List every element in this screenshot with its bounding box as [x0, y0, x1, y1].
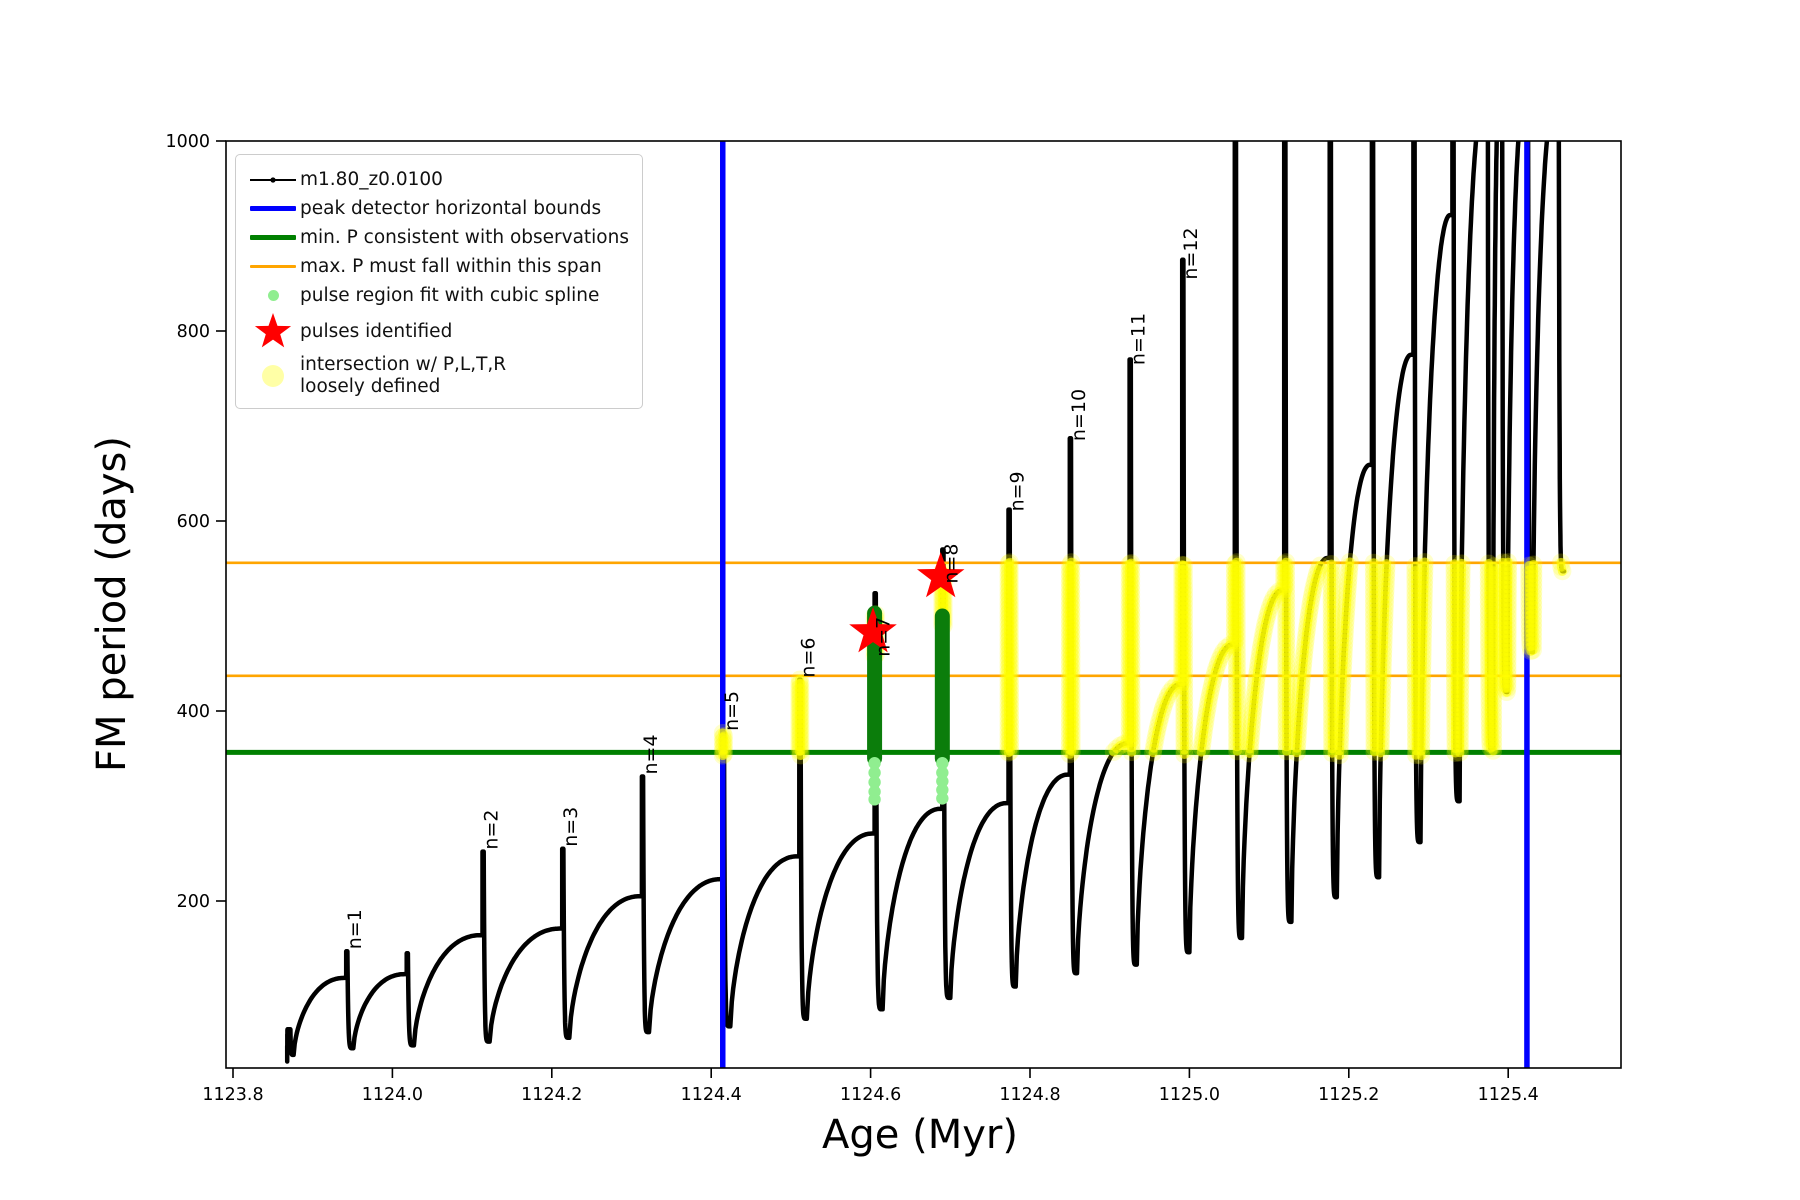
x-tick-label: 1124.8 — [999, 1085, 1060, 1105]
blue-line-marker-icon — [250, 206, 296, 211]
intersection-markers-layer — [713, 553, 1572, 765]
x-tick-label: 1124.4 — [681, 1085, 742, 1105]
pulse-label-n-3: n=3 — [560, 807, 582, 847]
pulse-label-n-12: n=12 — [1180, 227, 1202, 279]
pulse-label-n-2: n=2 — [481, 810, 503, 850]
lightgreen-dot-marker-icon — [267, 290, 279, 301]
x-tick-label: 1124.6 — [840, 1085, 901, 1105]
x-tick-label: 1125.2 — [1318, 1085, 1379, 1105]
y-tick-label: 800 — [177, 322, 210, 342]
x-tick-label: 1125.4 — [1478, 1085, 1539, 1105]
axis-ticks: 1123.8 1124.0 1124.2 1124.4 1124.6 1124.8 1125… — [165, 132, 1538, 1105]
y-tick-label: 200 — [177, 892, 210, 912]
y-tick-label: 400 — [177, 702, 210, 722]
legend-entry-spline: pulse region fit with cubic spline — [246, 281, 630, 310]
yellow-dot-marker-icon — [262, 364, 284, 387]
pulse-label-n-11: n=11 — [1128, 313, 1150, 365]
x-tick-label: 1124.0 — [362, 1085, 423, 1105]
pulse-label-n-5: n=5 — [721, 691, 743, 731]
pulse-label-n-4: n=4 — [640, 734, 662, 774]
legend-entry-pulses: pulses identified — [246, 310, 630, 354]
orange-line-marker-icon — [250, 265, 296, 268]
y-axis-title: FM period (days) — [89, 436, 135, 772]
star-marker-icon — [246, 310, 300, 354]
legend-box: m1.80_z0.0100 peak detector horizontal b… — [235, 154, 643, 409]
x-tick-label: 1123.8 — [202, 1085, 263, 1105]
legend-entry-min-p: min. P consistent with observations — [246, 223, 630, 252]
y-tick-label: 1000 — [165, 132, 210, 152]
pulse-label-n-6: n=6 — [797, 638, 819, 678]
pulse-label-n-8: n=8 — [940, 544, 962, 584]
pulse-label-n-10: n=10 — [1068, 389, 1090, 441]
line-dot-marker-icon — [246, 170, 300, 190]
axes-frame — [225, 140, 1622, 1069]
legend-entry-track: m1.80_z0.0100 — [246, 165, 630, 194]
pulse-label-n-9: n=9 — [1007, 471, 1029, 511]
legend-entry-peak-bounds: peak detector horizontal bounds — [246, 194, 630, 223]
x-axis-title: Age (Myr) — [822, 1112, 1018, 1158]
pulse-number-labels: n=1 n=2 n=3 n=4 n=5 n=6 n=7 n=8 n=9 n=10 n=11 n=12 — [344, 227, 1202, 949]
green-line-marker-icon — [250, 235, 296, 240]
legend-entry-max-p: max. P must fall within this span — [246, 252, 630, 281]
legend-entry-intersection: intersection w/ P,L,T,R loosely defined — [246, 354, 630, 398]
pulse-label-n-1: n=1 — [344, 909, 366, 949]
x-tick-label: 1125.0 — [1159, 1085, 1220, 1105]
pulse-label-n-7: n=7 — [873, 617, 895, 657]
x-tick-label: 1124.2 — [521, 1085, 582, 1105]
y-tick-label: 600 — [177, 512, 210, 532]
pulse-star-layer — [849, 552, 965, 653]
